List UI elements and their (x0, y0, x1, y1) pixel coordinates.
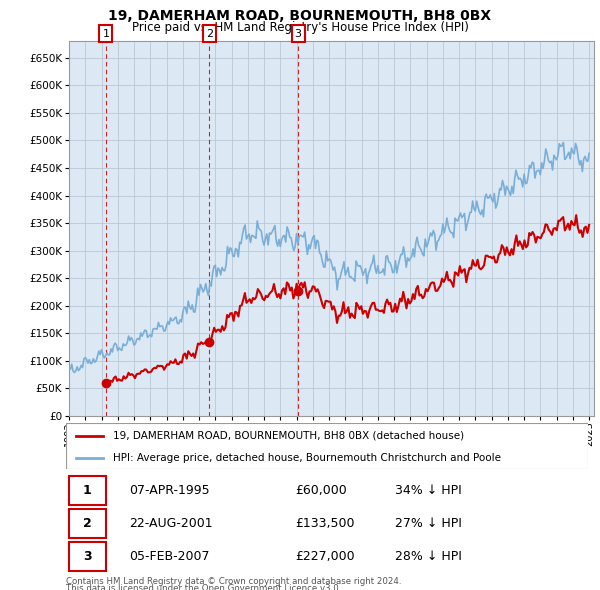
Text: 1: 1 (83, 484, 92, 497)
Text: 07-APR-1995: 07-APR-1995 (128, 484, 209, 497)
Text: 2: 2 (83, 517, 92, 530)
Text: 1: 1 (103, 29, 109, 38)
Text: £133,500: £133,500 (296, 517, 355, 530)
Text: HPI: Average price, detached house, Bournemouth Christchurch and Poole: HPI: Average price, detached house, Bour… (113, 453, 501, 463)
Text: 27% ↓ HPI: 27% ↓ HPI (395, 517, 462, 530)
FancyBboxPatch shape (68, 509, 106, 538)
FancyBboxPatch shape (68, 542, 106, 571)
Text: 3: 3 (295, 29, 302, 38)
Text: 19, DAMERHAM ROAD, BOURNEMOUTH, BH8 0BX (detached house): 19, DAMERHAM ROAD, BOURNEMOUTH, BH8 0BX … (113, 431, 464, 441)
Text: 28% ↓ HPI: 28% ↓ HPI (395, 550, 462, 563)
FancyBboxPatch shape (66, 423, 588, 469)
Text: 3: 3 (83, 550, 92, 563)
Text: This data is licensed under the Open Government Licence v3.0.: This data is licensed under the Open Gov… (66, 584, 341, 590)
Text: 22-AUG-2001: 22-AUG-2001 (128, 517, 212, 530)
Text: Price paid vs. HM Land Registry's House Price Index (HPI): Price paid vs. HM Land Registry's House … (131, 21, 469, 34)
FancyBboxPatch shape (68, 476, 106, 505)
Text: 2: 2 (206, 29, 213, 38)
Text: 19, DAMERHAM ROAD, BOURNEMOUTH, BH8 0BX: 19, DAMERHAM ROAD, BOURNEMOUTH, BH8 0BX (109, 9, 491, 23)
Text: £60,000: £60,000 (296, 484, 347, 497)
Text: 34% ↓ HPI: 34% ↓ HPI (395, 484, 461, 497)
Text: £227,000: £227,000 (296, 550, 355, 563)
Text: Contains HM Land Registry data © Crown copyright and database right 2024.: Contains HM Land Registry data © Crown c… (66, 577, 401, 586)
Text: 05-FEB-2007: 05-FEB-2007 (128, 550, 209, 563)
